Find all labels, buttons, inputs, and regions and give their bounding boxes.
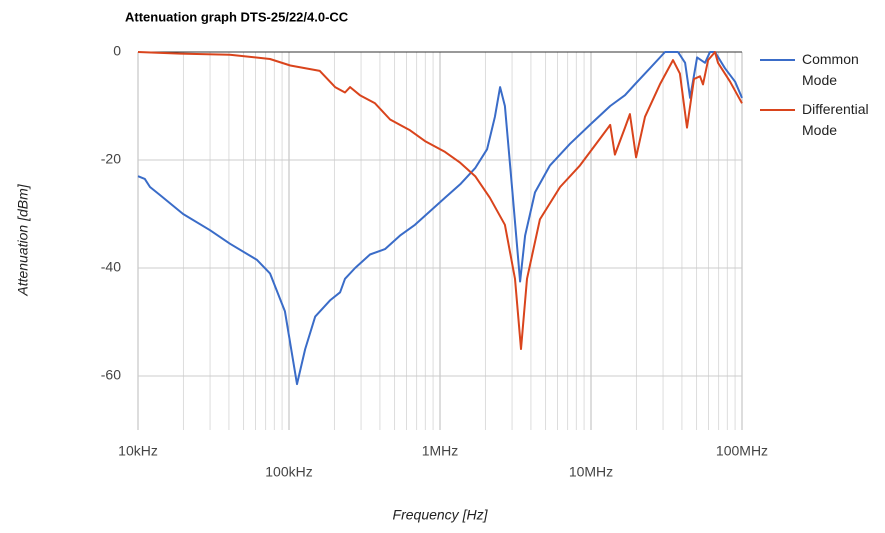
x-tick-label: 1MHz [422,443,459,459]
y-tick-label: -40 [101,259,121,275]
y-tick-label: -60 [101,367,121,383]
x-axis-label: Frequency [Hz] [393,507,489,523]
x-tick-label: 10MHz [569,464,613,480]
legend-label: Differential Mode [802,101,869,138]
y-axis-label: Attenuation [dBm] [15,183,31,296]
chart-title: Attenuation graph DTS-25/22/4.0-CC [125,9,349,24]
x-tick-label: 100kHz [265,464,312,480]
y-tick-label: 0 [113,43,121,59]
x-tick-label: 100MHz [716,443,768,459]
y-tick-label: -20 [101,151,121,167]
legend-label: Common Mode [802,51,859,88]
series-line [137,51,743,386]
series-line [137,51,743,350]
x-tick-label: 10kHz [118,443,158,459]
